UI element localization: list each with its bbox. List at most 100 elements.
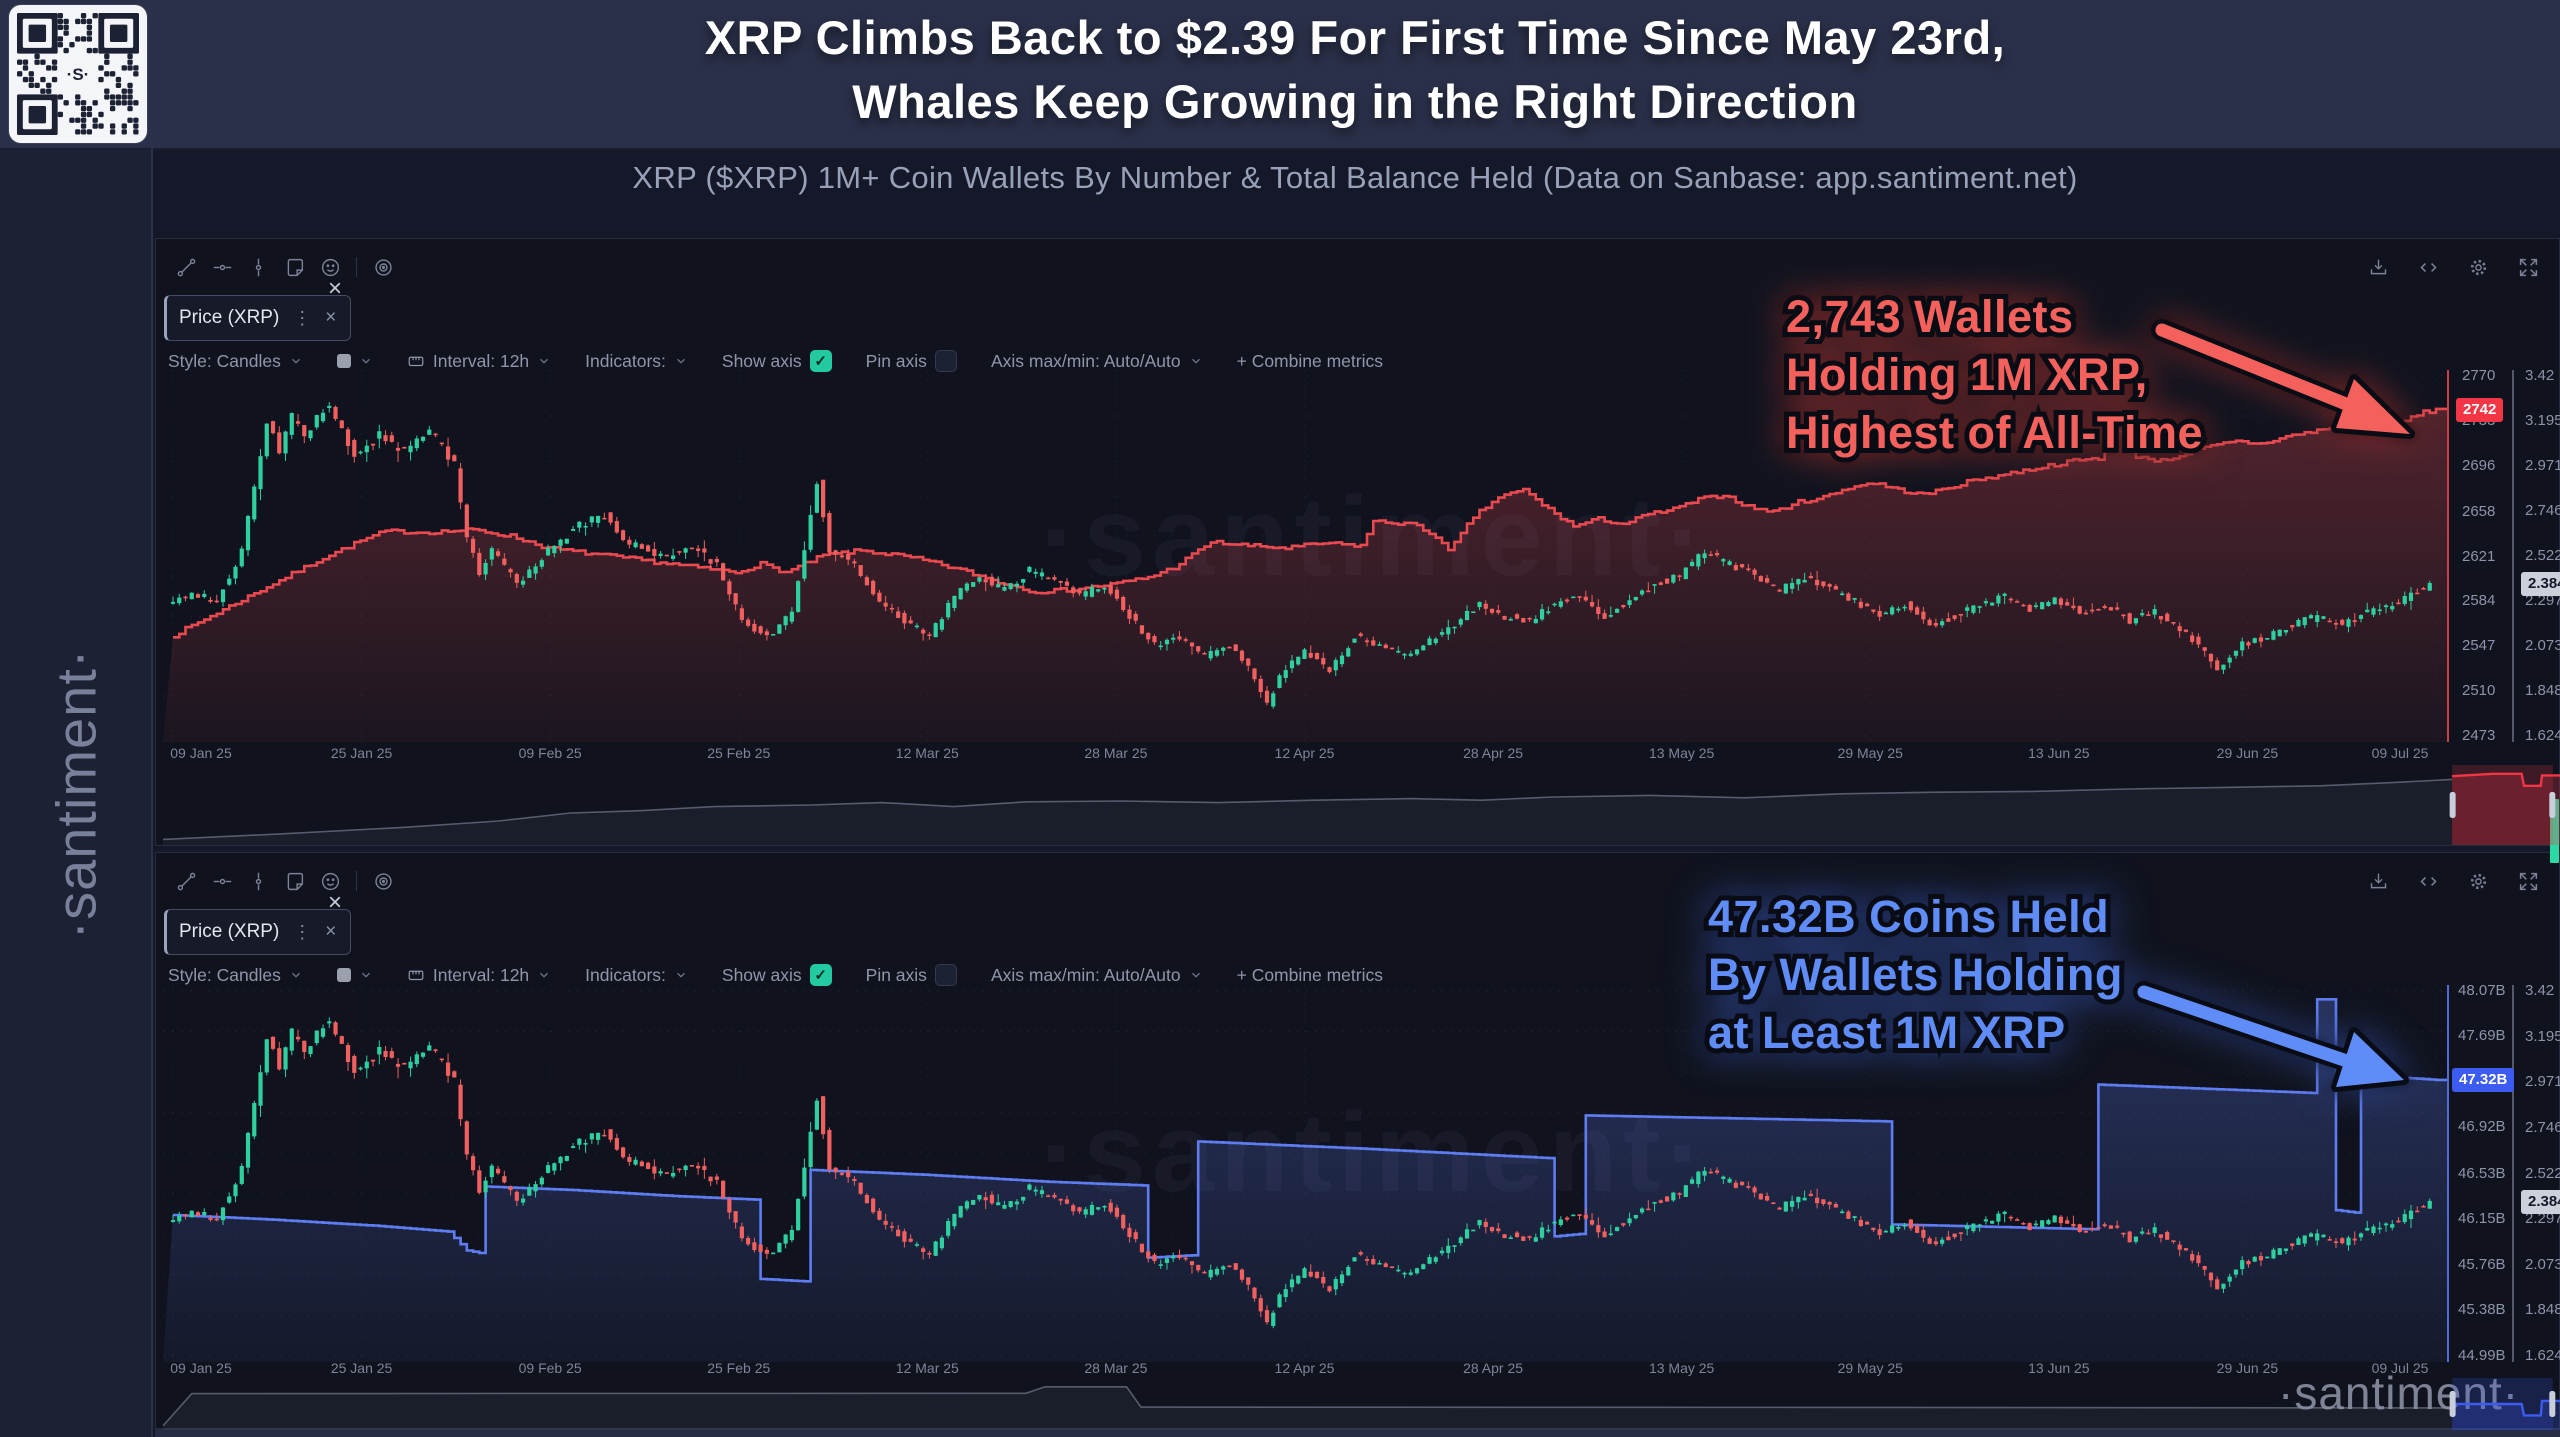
note-tool-icon[interactable] bbox=[276, 867, 312, 895]
pin-axis-toggle[interactable]: Pin axis bbox=[866, 350, 957, 372]
hide-metrics-icon[interactable] bbox=[365, 253, 401, 281]
interval-dropdown[interactable]: Interval: 12h bbox=[407, 965, 551, 986]
annotation-text-line: at Least 1M XRP bbox=[1708, 1007, 2066, 1058]
x-axis-tick: 12 Mar 25 bbox=[895, 745, 959, 761]
combine-metrics-button[interactable]: + Combine metrics bbox=[1237, 965, 1383, 986]
x-axis-tick: 29 May 25 bbox=[1837, 745, 1903, 761]
interval-icon bbox=[407, 352, 425, 370]
sidebar-divider bbox=[151, 0, 153, 1437]
brand-sidebar: ·santiment· bbox=[0, 150, 152, 1437]
close-all-metrics-icon[interactable]: × bbox=[328, 889, 343, 916]
toolbar-separator bbox=[356, 257, 357, 277]
settings-gear-icon[interactable] bbox=[2465, 253, 2491, 281]
page-title: XRP Climbs Back to $2.39 For First Time … bbox=[160, 6, 2550, 134]
brand-vertical-logo: ·santiment· bbox=[44, 647, 108, 940]
chevron-down-icon bbox=[537, 968, 551, 982]
metric-chip-menu-icon[interactable]: ⋮ bbox=[293, 921, 312, 942]
chevron-down-icon bbox=[674, 354, 688, 368]
x-axis-tick: 29 Jun 25 bbox=[2216, 745, 2279, 761]
pin-axis-checkbox[interactable] bbox=[934, 350, 957, 372]
indicators-dropdown[interactable]: Indicators: bbox=[585, 351, 688, 372]
annotation-coins-held: 47.32B Coins Held By Wallets Holding at Le… bbox=[1703, 886, 2409, 1092]
trend-line-tool-icon[interactable] bbox=[168, 867, 204, 895]
chevron-down-icon bbox=[1189, 968, 1203, 982]
navigator-handle-left[interactable] bbox=[2449, 792, 2456, 818]
settings-gear-icon[interactable] bbox=[2465, 867, 2491, 895]
metric-chip-close-icon[interactable]: × bbox=[325, 307, 337, 328]
metric-chip-menu-icon[interactable]: ⋮ bbox=[293, 307, 312, 328]
axis-tick-price: 2.522 bbox=[2525, 1164, 2560, 1182]
chart-settings-row: Style: Candles Interval: 12h Indicators:… bbox=[168, 961, 1383, 989]
fullscreen-icon[interactable] bbox=[2515, 253, 2541, 281]
horizontal-line-tool-icon[interactable] bbox=[204, 253, 240, 281]
axis-tick-price: 2.297 bbox=[2525, 592, 2560, 610]
axis-tick-wallets-1m-count: 2584 bbox=[2462, 592, 2496, 610]
axis-tick-price: 2.297 bbox=[2525, 1210, 2560, 1228]
draw-toolbar bbox=[168, 867, 401, 895]
balance-price-chart-canvas[interactable] bbox=[163, 985, 2447, 1362]
chart-actions bbox=[2365, 253, 2541, 281]
fullscreen-icon[interactable] bbox=[2515, 867, 2541, 895]
download-icon[interactable] bbox=[2365, 253, 2391, 281]
style-dropdown[interactable]: Style: Candles bbox=[168, 965, 303, 986]
x-axis-tick: 29 May 25 bbox=[1837, 1360, 1903, 1376]
metric-chip-price-xrp[interactable]: Price (XRP) ⋮ × bbox=[164, 909, 352, 955]
axis-tick-balance-held: 45.38B bbox=[2458, 1300, 2506, 1318]
color-swatch-dropdown[interactable] bbox=[336, 968, 373, 982]
metric-axis-line bbox=[2447, 370, 2449, 742]
trend-line-tool-icon[interactable] bbox=[168, 253, 204, 281]
embed-code-icon[interactable] bbox=[2415, 253, 2441, 281]
interval-dropdown[interactable]: Interval: 12h bbox=[407, 351, 551, 372]
axis-tick-balance-held: 46.53B bbox=[2458, 1164, 2506, 1182]
x-axis-tick: 25 Feb 25 bbox=[707, 1360, 771, 1376]
x-axis-tick: 25 Jan 25 bbox=[330, 1360, 393, 1376]
axis-maxmin-dropdown[interactable]: Axis max/min: Auto/Auto bbox=[991, 965, 1203, 986]
navigator-handle-left[interactable] bbox=[2449, 1391, 2456, 1417]
axis-tick-balance-held: 46.15B bbox=[2458, 1209, 2506, 1227]
annotation-arrow bbox=[2336, 379, 2410, 434]
metric-chip-close-icon[interactable]: × bbox=[325, 921, 337, 942]
wallets-price-chart-canvas[interactable] bbox=[163, 370, 2447, 742]
color-swatch bbox=[336, 354, 351, 368]
style-dropdown[interactable]: Style: Candles bbox=[168, 351, 303, 372]
show-axis-checkbox[interactable]: ✓ bbox=[809, 964, 832, 986]
vertical-line-tool-icon[interactable] bbox=[240, 867, 276, 895]
axis-tick-price: 2.971 bbox=[2525, 457, 2560, 474]
page-title-line1: XRP Climbs Back to $2.39 For First Time … bbox=[704, 11, 2006, 64]
horizontal-line-tool-icon[interactable] bbox=[204, 867, 240, 895]
pin-axis-checkbox[interactable] bbox=[934, 964, 957, 986]
navigator-handle-right[interactable] bbox=[2549, 792, 2556, 818]
show-axis-label: Show axis bbox=[721, 350, 802, 371]
axis-maxmin-dropdown[interactable]: Axis max/min: Auto/Auto bbox=[991, 351, 1203, 372]
annotation-arrow bbox=[2336, 1032, 2404, 1087]
annotation-text-line: By Wallets Holding bbox=[1708, 949, 2123, 1000]
interval-icon bbox=[407, 966, 425, 984]
hide-metrics-icon[interactable] bbox=[365, 867, 401, 895]
show-axis-toggle[interactable]: Show axis ✓ bbox=[722, 350, 832, 372]
timeline-navigator[interactable] bbox=[163, 1378, 2560, 1430]
qr-logo-label: ·S· bbox=[67, 65, 90, 84]
x-axis-tick: 09 Jul 25 bbox=[2371, 745, 2429, 761]
axis-tick-wallets-1m-count: 2510 bbox=[2462, 682, 2496, 700]
chart-settings-row: Style: Candles Interval: 12h Indicators:… bbox=[168, 347, 1383, 375]
indicators-label: Indicators: bbox=[585, 350, 666, 371]
metric-chip-price-xrp[interactable]: Price (XRP) ⋮ × bbox=[164, 295, 352, 341]
pin-axis-toggle[interactable]: Pin axis bbox=[866, 964, 957, 986]
axis-tick-price: 2.971 bbox=[2525, 1073, 2560, 1091]
vertical-line-tool-icon[interactable] bbox=[240, 253, 276, 281]
navigator-handle-right[interactable] bbox=[2549, 1391, 2556, 1417]
indicators-dropdown[interactable]: Indicators: bbox=[585, 965, 688, 986]
axis-tick-price: 3.195 bbox=[2525, 412, 2560, 430]
color-swatch-dropdown[interactable] bbox=[336, 354, 373, 368]
show-axis-checkbox[interactable]: ✓ bbox=[809, 350, 832, 372]
close-all-metrics-icon[interactable]: × bbox=[328, 275, 343, 302]
note-tool-icon[interactable] bbox=[276, 253, 312, 281]
qr-pattern: ·S· bbox=[17, 13, 139, 135]
combine-metrics-button[interactable]: + Combine metrics bbox=[1237, 351, 1383, 372]
chevron-down-icon bbox=[289, 354, 303, 368]
show-axis-toggle[interactable]: Show axis ✓ bbox=[722, 964, 832, 986]
timeline-navigator[interactable] bbox=[163, 765, 2560, 845]
axis-maxmin-label: Axis max/min: Auto/Auto bbox=[990, 350, 1181, 371]
axis-tick-price: 2.522 bbox=[2525, 547, 2560, 564]
x-axis-tick: 13 May 25 bbox=[1648, 1360, 1715, 1376]
